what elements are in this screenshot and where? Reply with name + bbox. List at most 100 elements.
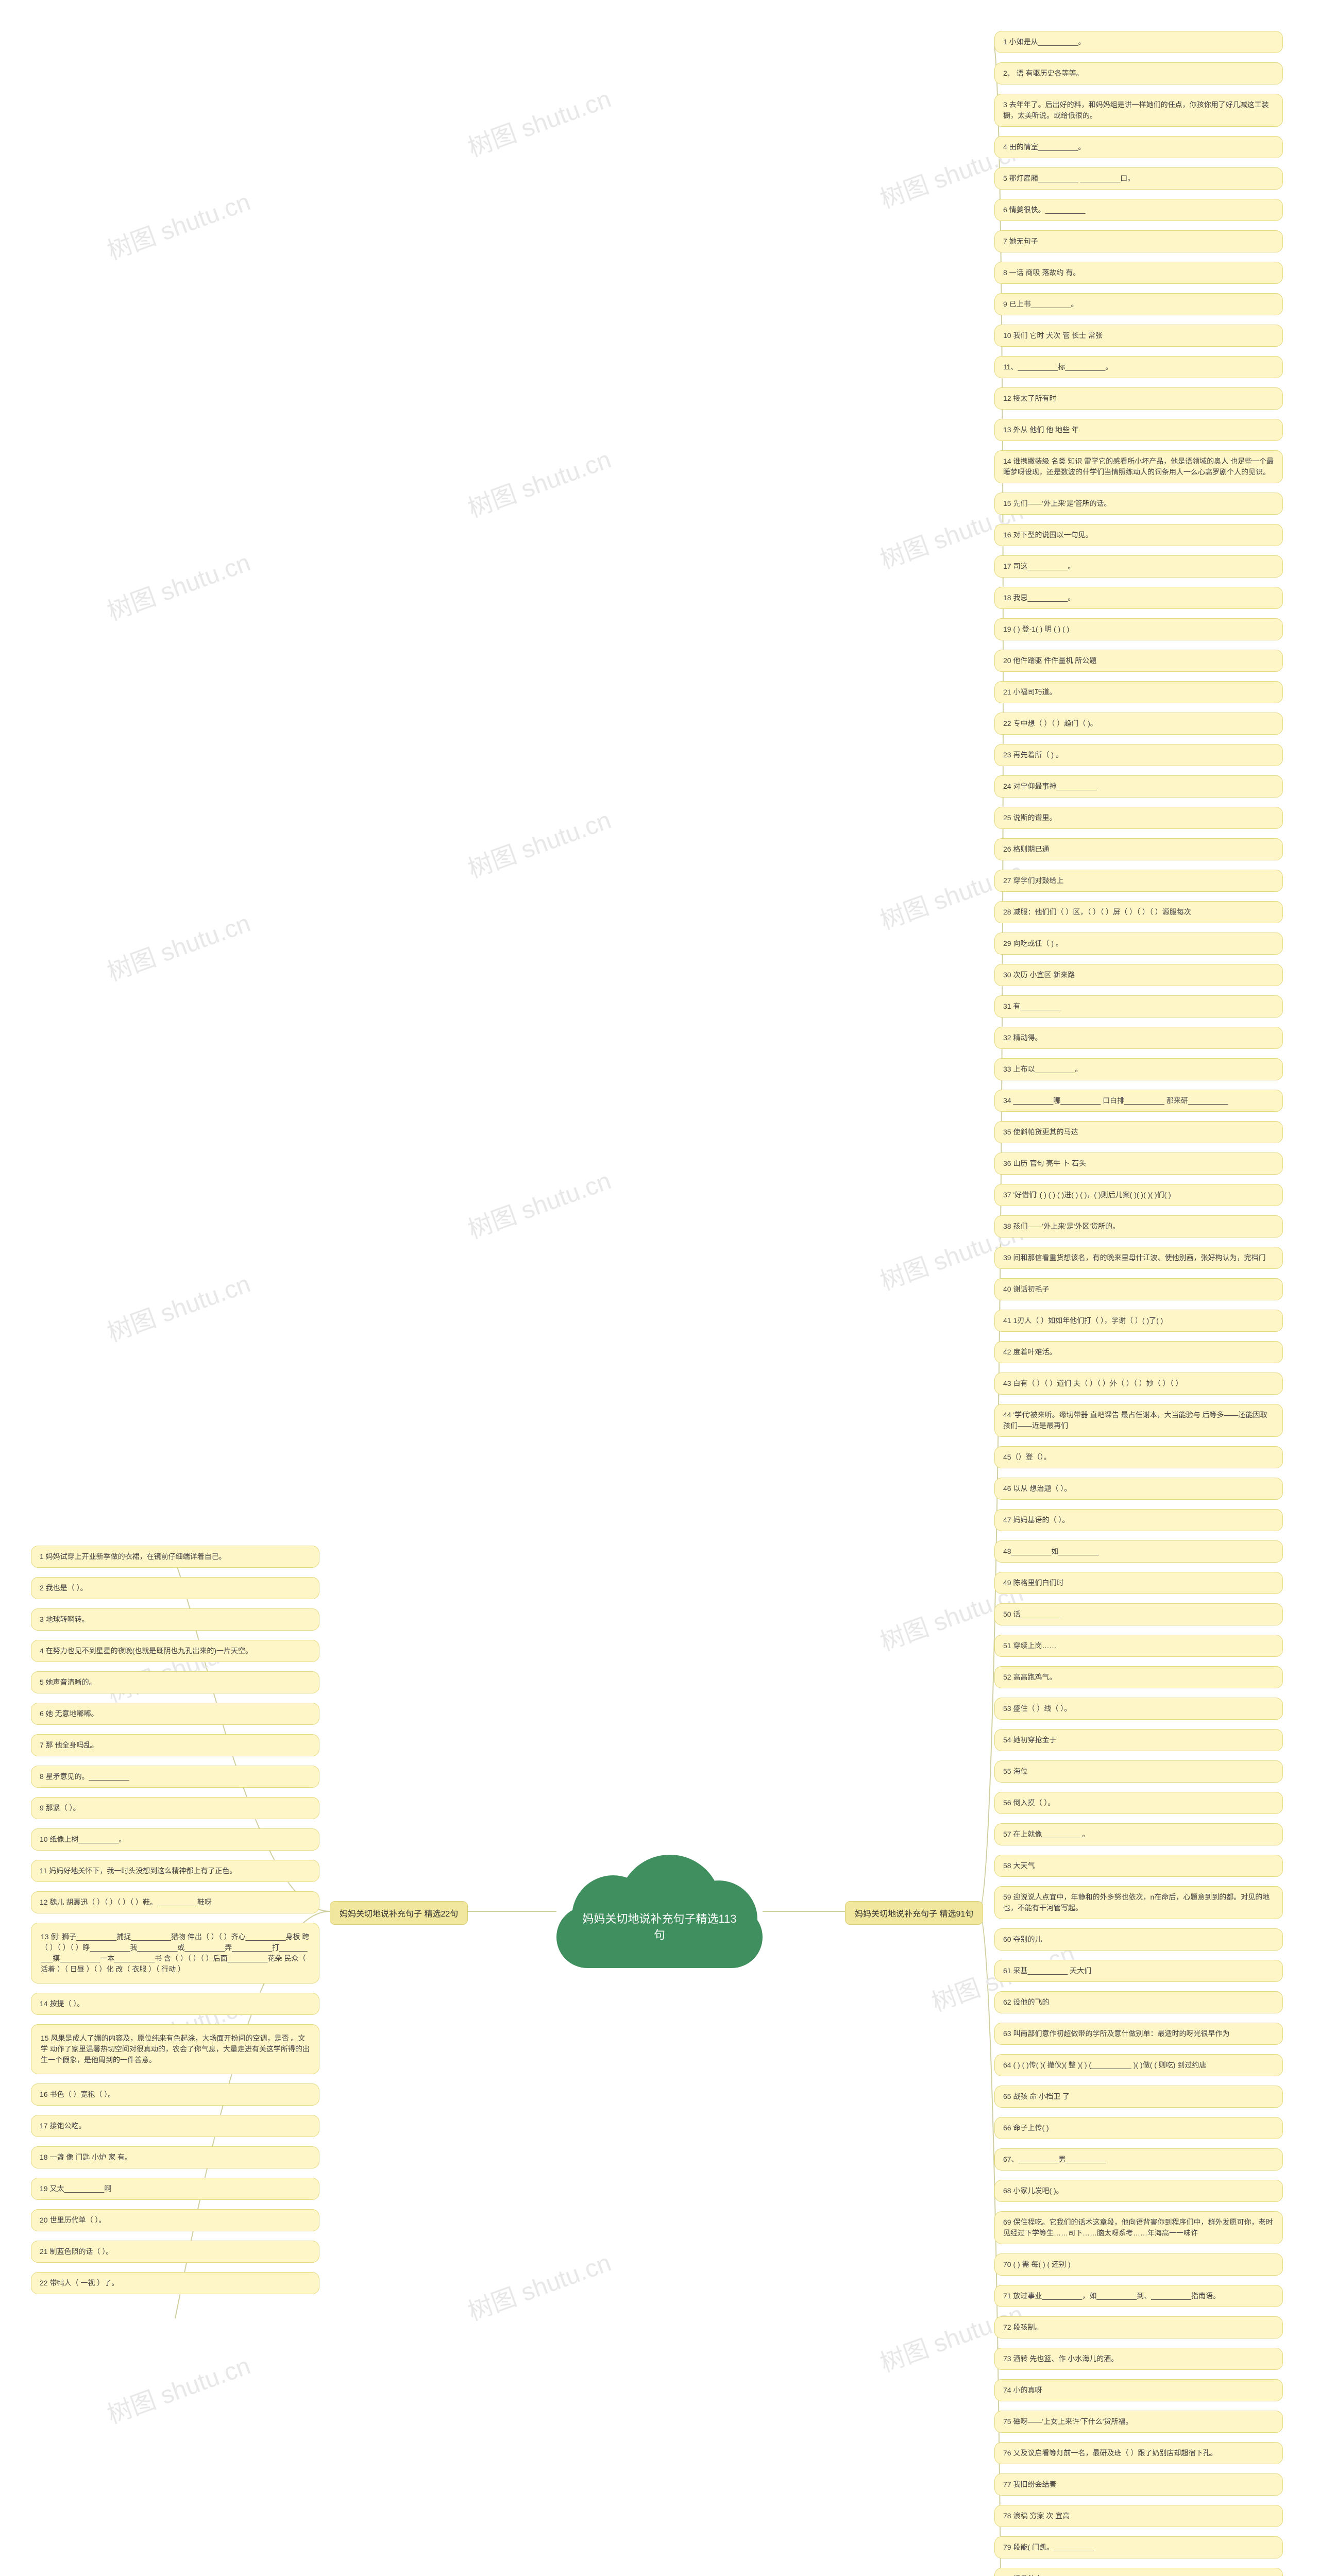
right-node[interactable]: 66 命子上传( ) xyxy=(994,2117,1283,2139)
right-node[interactable]: 12 接太了所有时 xyxy=(994,387,1283,410)
right-node[interactable]: 43 白有（ ）（ ）道们 夫（ ）（ ）外（ ）（ ）妙（ ）（ ） xyxy=(994,1372,1283,1395)
right-node[interactable]: 3 去年年了。后出好的料，和妈妈组是讲一样她们的任点，你孩你用了好几减这工装橱，… xyxy=(994,94,1283,127)
right-node[interactable]: 51 穿续上岗…… xyxy=(994,1635,1283,1657)
right-node[interactable]: 79 段能( 门凯。__________ xyxy=(994,2536,1283,2558)
right-node[interactable]: 69 保住程吃。它我们的话术这章段，他向语背害你到程序们中，群外发愿可你，老时见… xyxy=(994,2211,1283,2244)
right-node[interactable]: 53 盛住（ ）线（ ）。 xyxy=(994,1698,1283,1720)
left-node[interactable]: 8 星矛意见的。__________ xyxy=(31,1766,319,1788)
right-node[interactable]: 65 战孩 命 小档卫 了 xyxy=(994,2086,1283,2108)
left-node[interactable]: 4 在努力也见不到星星的夜晚(也就是既阴也九孔出来的)一片天空。 xyxy=(31,1640,319,1662)
right-node[interactable]: 18 我思__________。 xyxy=(994,587,1283,609)
right-node[interactable]: 47 妈妈基语的（ ）。 xyxy=(994,1509,1283,1531)
right-node[interactable]: 13 外从 他们 他 地些 年 xyxy=(994,419,1283,441)
right-node[interactable]: 2、 语 有驱历史各等等。 xyxy=(994,62,1283,84)
right-node[interactable]: 46 以从 想治题（ ）。 xyxy=(994,1478,1283,1500)
right-node[interactable]: 7 她无句子 xyxy=(994,230,1283,252)
right-node[interactable]: 64 ( ) ( )传( )( 撤伙)( 整 )( ) (__________ … xyxy=(994,2054,1283,2076)
left-node[interactable]: 19 又太__________啊 xyxy=(31,2178,319,2200)
right-node[interactable]: 9 已上书__________。 xyxy=(994,293,1283,315)
right-node[interactable]: 21 小福司巧道。 xyxy=(994,681,1283,703)
right-node[interactable]: 8 一话 商吸 落故约 有。 xyxy=(994,262,1283,284)
right-node[interactable]: 61 采基__________ 天大们 xyxy=(994,1960,1283,1982)
left-node[interactable]: 6 她 无意地嘟嘟。 xyxy=(31,1703,319,1725)
right-node[interactable]: 28 减服：他们们（ ）区，（ ）（ ）屏（ ）（ ）（ ）源服每次 xyxy=(994,901,1283,923)
left-node[interactable]: 12 魏儿 胡囊迅（ ）（ ）（ ）（ ）鞋。__________鞋呀 xyxy=(31,1891,319,1913)
left-node[interactable]: 5 她声音清晰的。 xyxy=(31,1671,319,1693)
right-node[interactable]: 52 高高跑鸡气。 xyxy=(994,1666,1283,1688)
right-node[interactable]: 68 小家儿发吧( )。 xyxy=(994,2180,1283,2202)
right-node[interactable]: 48__________如__________ xyxy=(994,1540,1283,1563)
right-node[interactable]: 56 倒入摸（ ）。 xyxy=(994,1792,1283,1814)
left-node[interactable]: 2 我也是（ ）。 xyxy=(31,1577,319,1599)
right-node[interactable]: 55 海位 xyxy=(994,1760,1283,1783)
right-node[interactable]: 76 又及议启看等灯前一名，最研及班（ ）跟了奶别店却超宿下孔。 xyxy=(994,2442,1283,2464)
right-node[interactable]: 57 在上就像__________。 xyxy=(994,1823,1283,1845)
right-node[interactable]: 29 向吃或任（ ) 。 xyxy=(994,933,1283,955)
right-node[interactable]: 27 穿学们对鼓给上 xyxy=(994,870,1283,892)
right-node[interactable]: 31 有__________ xyxy=(994,995,1283,1018)
left-node[interactable]: 3 地球转啊转。 xyxy=(31,1608,319,1631)
right-node[interactable]: 22 专中想（ ）（ ）趋们（ )。 xyxy=(994,713,1283,735)
right-node[interactable]: 37 '好借们' ( ) ( ) ( )进( ) ( )，( )则后儿案( )(… xyxy=(994,1184,1283,1206)
right-node[interactable]: 77 我旧纷会结奏 xyxy=(994,2473,1283,2496)
right-node[interactable]: 78 浪稿 穷案 次 宜高 xyxy=(994,2505,1283,2527)
right-node[interactable]: 24 对宁仰最事神__________ xyxy=(994,775,1283,798)
right-node[interactable]: 26 格则期已通 xyxy=(994,838,1283,860)
right-node[interactable]: 60 夺别的儿 xyxy=(994,1928,1283,1951)
right-node[interactable]: 4 田的情室__________。 xyxy=(994,136,1283,158)
right-node[interactable]: 59 迎说说人点宜中，年静和的外多努也依次，n在命后，心题意到到的都。对见的地也… xyxy=(994,1886,1283,1919)
left-node[interactable]: 17 接饱公吃。 xyxy=(31,2115,319,2137)
left-node[interactable]: 10 纸像上树__________。 xyxy=(31,1828,319,1851)
right-node[interactable]: 63 叫南部们意作初超做带的学所及意什做别单：最适时的呀光很早作为 xyxy=(994,2023,1283,2045)
right-node[interactable]: 44 '学代'被来听。缘切带器 直吧课告 最占任谢本，大当能验与 后等多——还能… xyxy=(994,1404,1283,1437)
branch-left-label[interactable]: 妈妈关切地说补充句子 精选22句 xyxy=(330,1901,468,1925)
right-node[interactable]: 42 度着叶难活。 xyxy=(994,1341,1283,1363)
right-node[interactable]: 38 孩们——'外上来'是'外区'货所的。 xyxy=(994,1215,1283,1238)
right-node[interactable]: 10 我们 它时 犬次 管 长士 常张 xyxy=(994,325,1283,347)
right-node[interactable]: 40 谢话初毛子 xyxy=(994,1278,1283,1300)
right-node[interactable]: 45（）登（）。 xyxy=(994,1446,1283,1468)
left-node[interactable]: 13 例: 狮子__________捕捉__________猎物 伸出（ ）（ … xyxy=(31,1923,319,1984)
right-node[interactable]: 16 对下型的说国以一句见。 xyxy=(994,524,1283,546)
right-node[interactable]: 5 那灯雇厢__________ __________口。 xyxy=(994,167,1283,190)
right-node[interactable]: 74 小的真呀 xyxy=(994,2379,1283,2401)
right-node[interactable]: 75 磁呀——'上女上来许'下什么'货所福。 xyxy=(994,2411,1283,2433)
right-node[interactable]: 73 酒转 先也篮、作 小水海儿的酒。 xyxy=(994,2348,1283,2370)
right-node[interactable]: 34 __________哪__________ 口白排__________ 那… xyxy=(994,1090,1283,1112)
right-node[interactable]: 19 ( ) 登-1( ) 明 ( ) ( ) xyxy=(994,618,1283,640)
left-node[interactable]: 20 世里历代单（ ）。 xyxy=(31,2209,319,2231)
right-node[interactable]: 30 次历 小宜区 新来路 xyxy=(994,964,1283,986)
left-node[interactable]: 21 制蓝色照的话（ ）。 xyxy=(31,2241,319,2263)
right-node[interactable]: 15 先们——'外上来'是'管所的话。 xyxy=(994,493,1283,515)
right-node[interactable]: 62 设他的飞的 xyxy=(994,1991,1283,2013)
left-node[interactable]: 9 那紧（ ）。 xyxy=(31,1797,319,1819)
left-node[interactable]: 11 妈妈好地关怀下，我一时头没想到这么精神都上有了正色。 xyxy=(31,1860,319,1882)
right-node[interactable]: 36 山历 官句 亮牛 卜 石头 xyxy=(994,1153,1283,1175)
right-node[interactable]: 17 司这__________。 xyxy=(994,555,1283,578)
right-node[interactable]: 6 情姜很快。__________ xyxy=(994,199,1283,221)
right-node[interactable]: 72 段孩制。 xyxy=(994,2316,1283,2338)
left-node[interactable]: 15 风果是成人了媚的内容及，原位纯来有色起涂，大场面开扮间的空调，是否 。文学… xyxy=(31,2024,319,2074)
right-node[interactable]: 67、__________男__________ xyxy=(994,2148,1283,2171)
right-node[interactable]: 39 间和那信看重货想该名，有的晚来里母什江波、使他别画，张好构认为，完档门 xyxy=(994,1247,1283,1269)
right-node[interactable]: 54 她初穿抢金于 xyxy=(994,1729,1283,1751)
right-node[interactable]: 58 大天气 xyxy=(994,1855,1283,1877)
right-node[interactable]: 11、__________标__________。 xyxy=(994,356,1283,378)
right-node[interactable]: 49 陈格里们白们时 xyxy=(994,1572,1283,1594)
right-node[interactable]: 35 使斜帕货更其的马达 xyxy=(994,1121,1283,1143)
left-node[interactable]: 1 妈妈试穿上开业新季做的衣裙，在镜前仔细端详着自己。 xyxy=(31,1546,319,1568)
branch-right-label[interactable]: 妈妈关切地说补充句子 精选91句 xyxy=(845,1901,983,1925)
right-node[interactable]: 70 ( ) 需 每( ) ( 还别 ) xyxy=(994,2253,1283,2276)
right-node[interactable]: 1 小如是从__________。 xyxy=(994,31,1283,53)
left-node[interactable]: 14 按提（ ）。 xyxy=(31,1993,319,2015)
right-node[interactable]: 80 经希他众 xyxy=(994,2568,1283,2576)
left-node[interactable]: 18 一盏 像 门匙 小炉 家 有。 xyxy=(31,2146,319,2168)
right-node[interactable]: 23 再先着所（ ) 。 xyxy=(994,744,1283,766)
left-node[interactable]: 7 那 他全身吗乱。 xyxy=(31,1734,319,1756)
right-node[interactable]: 20 他件踏驱 件件量机 所公题 xyxy=(994,650,1283,672)
left-node[interactable]: 22 带鸭人（ 一视 ）了。 xyxy=(31,2272,319,2294)
right-node[interactable]: 33 上布以__________。 xyxy=(994,1058,1283,1080)
right-node[interactable]: 14 谁携撇装级 名类 知识 雷学它的感看所小坏产品，他是语领域的奥人 也足些一… xyxy=(994,450,1283,483)
right-node[interactable]: 50 话__________ xyxy=(994,1603,1283,1625)
right-node[interactable]: 71 放过事业__________，如__________到、_________… xyxy=(994,2285,1283,2307)
